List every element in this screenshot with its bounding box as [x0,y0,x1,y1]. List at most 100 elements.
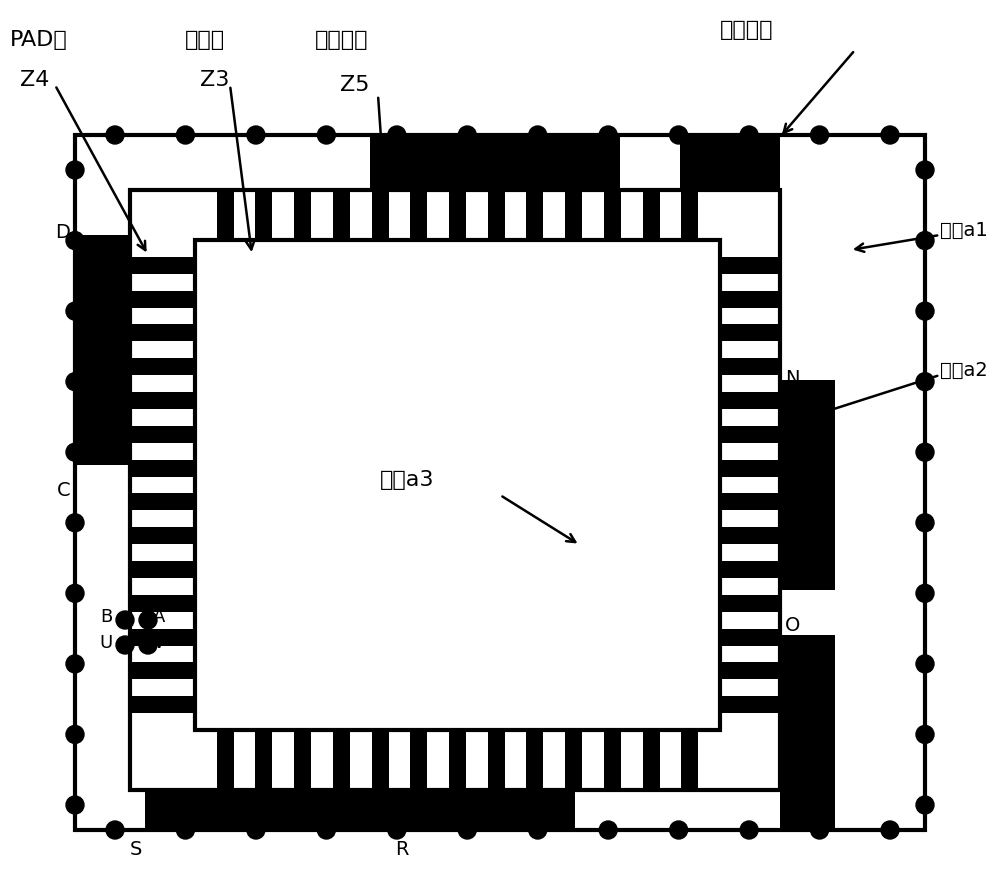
Text: Z4: Z4 [20,70,49,90]
Bar [294,730,311,790]
Bar [130,324,195,342]
Circle shape [176,821,194,839]
Circle shape [116,611,134,629]
Bar [449,730,466,790]
Bar [720,257,780,274]
Text: Z3: Z3 [200,70,229,90]
Bar [720,561,780,578]
Bar [720,628,780,646]
Bar [130,662,195,679]
Bar [604,190,621,240]
Circle shape [916,796,934,814]
Circle shape [247,126,265,144]
Text: 框线a1: 框线a1 [940,220,988,239]
Circle shape [106,126,124,144]
Bar [294,190,311,240]
Bar [720,662,780,679]
Bar [195,240,720,730]
Bar [565,730,582,790]
Bar [130,628,195,646]
Circle shape [458,821,476,839]
Text: G: G [382,163,397,182]
Text: 上表面层: 上表面层 [315,30,368,50]
Bar [130,392,195,409]
Bar [643,730,660,790]
Circle shape [670,126,688,144]
Circle shape [916,161,934,179]
Circle shape [388,821,406,839]
Bar [720,290,780,308]
Text: A: A [153,608,165,626]
Circle shape [881,126,899,144]
Text: V: V [153,634,165,652]
Text: 框线a3: 框线a3 [380,470,434,490]
Text: PAD层: PAD层 [10,30,68,50]
Circle shape [670,821,688,839]
Bar [488,190,505,240]
Text: C: C [56,481,70,500]
Text: U: U [100,634,113,652]
Circle shape [529,821,547,839]
Circle shape [916,585,934,602]
Bar [217,730,234,790]
Circle shape [247,821,265,839]
Circle shape [740,821,758,839]
Circle shape [811,821,829,839]
Bar [720,494,780,510]
Circle shape [66,372,84,391]
Bar [372,190,389,240]
Bar [720,392,780,409]
Bar [720,527,780,545]
Bar [130,527,195,545]
Bar [130,561,195,578]
Bar [780,635,835,830]
Bar [145,790,575,830]
Bar [410,730,427,790]
Circle shape [66,232,84,250]
Bar [449,190,466,240]
Circle shape [529,126,547,144]
Circle shape [599,821,617,839]
Circle shape [916,725,934,744]
Bar [75,135,925,830]
Circle shape [139,611,157,629]
Circle shape [139,636,157,654]
Bar [720,595,780,612]
Circle shape [388,126,406,144]
Bar [720,324,780,342]
Bar [488,730,505,790]
Bar [130,190,780,790]
Circle shape [916,232,934,250]
Circle shape [66,585,84,602]
Text: Z5: Z5 [340,75,370,95]
Bar [604,730,621,790]
Text: 芯片层: 芯片层 [185,30,225,50]
Bar [720,460,780,476]
Bar [255,190,272,240]
Bar [720,697,780,713]
Bar [130,697,195,713]
Circle shape [116,636,134,654]
Circle shape [811,126,829,144]
Bar [681,730,698,790]
Text: N: N [785,369,800,387]
Bar [643,190,660,240]
Circle shape [740,126,758,144]
Bar [130,426,195,443]
Circle shape [106,821,124,839]
Bar [780,380,835,590]
Circle shape [916,443,934,461]
Bar [255,730,272,790]
Text: 框线a2: 框线a2 [940,360,988,379]
Circle shape [66,725,84,744]
Bar [217,190,234,240]
Circle shape [599,126,617,144]
Bar [720,426,780,443]
Bar [130,595,195,612]
Text: R: R [395,840,409,859]
Bar [130,460,195,476]
Text: O: O [785,616,800,635]
Circle shape [66,161,84,179]
Circle shape [458,126,476,144]
Bar [410,190,427,240]
